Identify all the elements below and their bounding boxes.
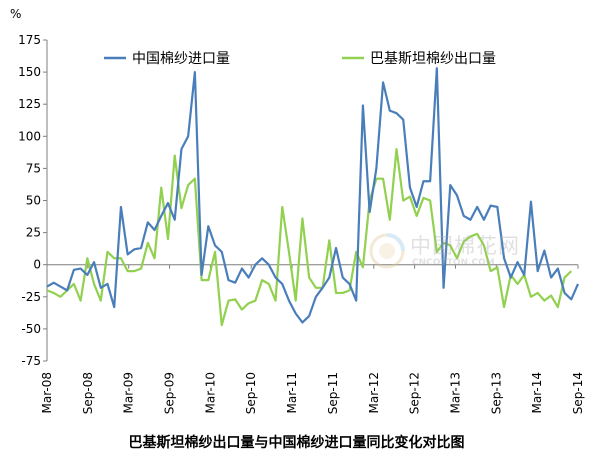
legend: 中国棉纱进口量 巴基斯坦棉纱出口量 [104,50,496,67]
chart-title: 巴基斯坦棉纱出口量与中国棉纱进口量同比变化对比图 [128,435,465,451]
watermark-main-text: 中国棉花网 [410,234,520,258]
y-tick-label: 75 [26,161,41,175]
x-tick-label: Mar-08 [40,372,54,413]
series-line-1 [46,148,573,327]
x-tick-label: Mar-14 [530,372,544,413]
x-tick-label: Sep-11 [326,372,340,414]
watermark-sub-text: CNCOTTON.COM [412,258,495,268]
x-tick-label: Sep-08 [81,372,95,414]
x-tick-label: Sep-14 [571,372,585,414]
y-axis: 175 150 125 100 75 50 25 0 -25 -50 -75 [18,33,48,368]
x-tick-label: Sep-10 [244,372,258,414]
cotton-logo-icon [369,233,405,269]
legend-label: 中国棉纱进口量 [132,50,230,67]
y-tick-label: 125 [18,97,41,111]
y-tick-label: 50 [26,194,41,208]
y-tick-label: 100 [18,129,41,143]
y-axis-unit: % [10,7,21,21]
watermark: 中国棉花网 CNCOTTON.COM [366,230,536,276]
x-tick-label: Mar-09 [122,372,136,413]
x-tick-label: Sep-09 [163,372,177,414]
x-tick-label: Sep-12 [408,372,422,414]
y-tick-label: 0 [33,258,41,272]
y-tick-label: -50 [21,322,41,336]
x-tick-label: Mar-13 [448,372,462,413]
y-tick-label: -75 [21,354,41,368]
x-tick-label: Mar-12 [367,372,381,413]
y-tick-label: 150 [18,65,41,79]
y-tick-label: -25 [21,290,41,304]
legend-label: 巴基斯坦棉纱出口量 [370,50,496,67]
x-tick-label: Mar-11 [285,372,299,413]
y-tick-label: 25 [26,226,41,240]
x-tick-label: Sep-13 [489,372,503,414]
series-line-0 [46,67,580,324]
plot-lines [46,67,580,327]
x-axis: Mar-08 Sep-08 Mar-09 Sep-09 Mar-10 Sep-10 Mar-… [40,264,585,414]
y-tick-label: 175 [18,33,41,47]
x-tick-label: Mar-10 [203,372,217,413]
